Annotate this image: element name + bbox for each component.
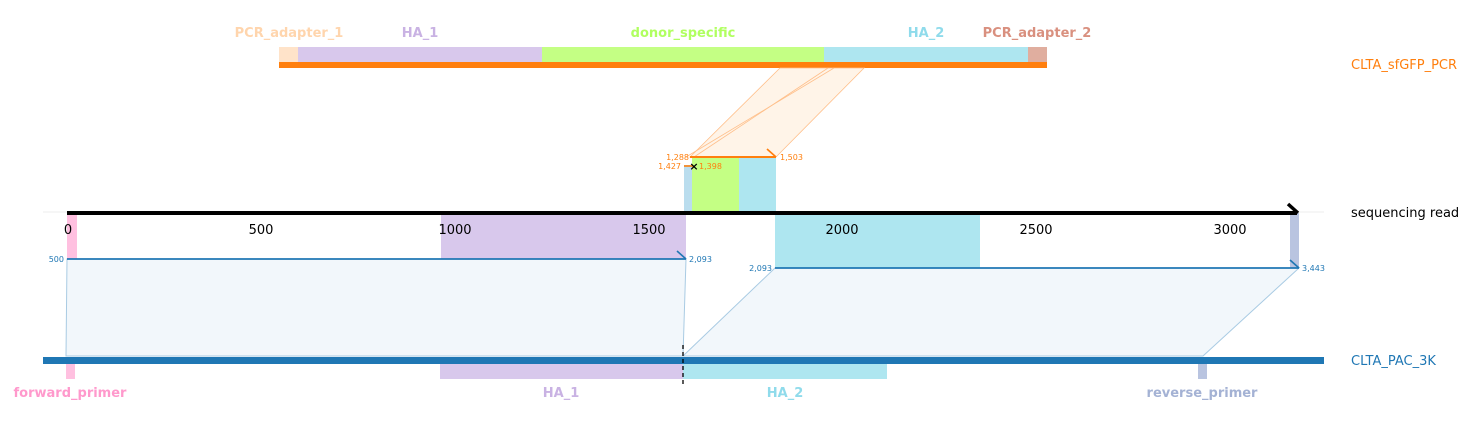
bottom-feature-ha-1-band (440, 364, 683, 379)
top-alignment-read-end: 1,503 (780, 153, 803, 162)
read-band-reverse-primer (1290, 213, 1299, 268)
sequencing-read: 0 500 1000 1500 2000 2500 3000 sequencin… (43, 202, 1459, 268)
top-feature-pcr-adapter-1-label: PCR_adapter_1 (235, 26, 344, 41)
bottom-reference: forward_primer HA_1 HA_2 reverse_primer … (14, 345, 1436, 401)
bottom-feature-ha-1-label: HA_1 (543, 386, 580, 401)
bottom-alignment-1-start: 500 (49, 255, 64, 264)
bottom-reference-name: CLTA_PAC_3K (1351, 354, 1436, 369)
read-projected-left-edge (684, 165, 692, 212)
read-projected-donor-specific (692, 157, 739, 212)
top-alignment-ref-end: 1,398 (699, 162, 722, 171)
top-feature-ha-1-band (298, 47, 542, 63)
top-feature-ha-2-band (824, 47, 1028, 63)
top-alignment-cross-line (693, 67, 829, 158)
top-feature-ha-1-label: HA_1 (402, 26, 439, 41)
bottom-alignment-2-arrowhead (1289, 259, 1300, 269)
read-band-ha-1 (441, 213, 686, 259)
top-feature-pcr-adapter-2-label: PCR_adapter_2 (983, 26, 1092, 41)
top-feature-pcr-adapter-2-band (1028, 47, 1047, 63)
bottom-alignment-1-arrowhead (676, 250, 687, 260)
bottom-alignment-2: 2,093 3,443 (681, 259, 1325, 357)
read-tick-label: 2500 (1019, 223, 1052, 238)
top-feature-pcr-adapter-1-band (279, 47, 298, 63)
top-feature-donor-specific-band (542, 47, 824, 63)
top-alignment-arrowhead (766, 148, 777, 158)
read-tick-label: 1000 (438, 223, 471, 238)
top-feature-donor-specific-label: donor_specific (631, 26, 736, 41)
top-alignment: 1,288 1,503 1,427 1,398 × (658, 67, 865, 212)
read-tick-label: 0 (64, 223, 72, 238)
read-arrowhead (1286, 202, 1300, 215)
bottom-alignment-2-shade (681, 267, 1301, 357)
bottom-feature-ha-2-band (683, 364, 887, 379)
top-reference-name: CLTA_sfGFP_PCR (1351, 58, 1457, 73)
bottom-feature-ha-2-label: HA_2 (767, 386, 804, 401)
top-reference-line (279, 62, 1047, 68)
read-tick-label: 500 (249, 223, 274, 238)
mismatch-marker: × (689, 160, 698, 173)
top-alignment-cross-line (685, 67, 835, 158)
read-tick-label: 2000 (825, 223, 858, 238)
read-name: sequencing read (1351, 206, 1459, 221)
bottom-alignment-1: 500 2,093 (49, 250, 712, 357)
bottom-feature-reverse-primer-label: reverse_primer (1147, 386, 1259, 401)
top-alignment-ref-start: 1,427 (658, 162, 681, 171)
bottom-alignment-1-shade (65, 258, 687, 357)
bottom-feature-reverse-primer-band (1198, 364, 1207, 379)
bottom-feature-forward-primer-band (66, 364, 75, 379)
read-tick-label: 1500 (632, 223, 665, 238)
bottom-alignment-2-end: 3,443 (1302, 264, 1325, 273)
top-feature-ha-2-label: HA_2 (908, 26, 945, 41)
bottom-feature-forward-primer-label: forward_primer (14, 386, 128, 401)
bottom-alignment-2-start: 2,093 (749, 264, 772, 273)
top-alignment-read-start: 1,288 (666, 153, 689, 162)
read-ticks: 0 500 1000 1500 2000 2500 3000 (64, 223, 1247, 238)
top-alignment-shade (689, 67, 865, 158)
read-projected-ha-2 (739, 157, 776, 212)
read-tick-label: 3000 (1213, 223, 1246, 238)
bottom-alignment-1-end: 2,093 (689, 255, 712, 264)
read-band-ha-2 (775, 213, 980, 268)
read-band-forward-primer (67, 213, 77, 259)
top-reference: PCR_adapter_1 HA_1 donor_specific HA_2 P… (235, 26, 1457, 73)
